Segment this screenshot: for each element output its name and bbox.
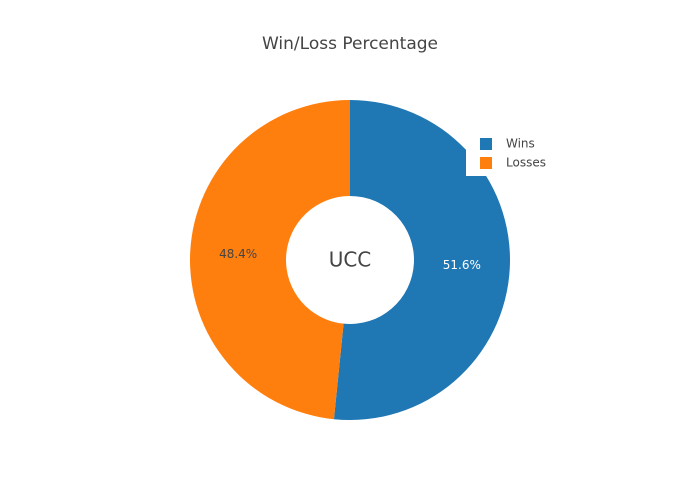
legend-swatch (480, 138, 492, 150)
legend-label: Losses (506, 156, 546, 170)
legend-label: Wins (506, 137, 535, 151)
pie-slice (190, 100, 350, 420)
data-label: 48.4% (219, 247, 257, 261)
legend-swatch (480, 157, 492, 169)
chart-title: Win/Loss Percentage (262, 34, 438, 54)
pie-slice (333, 100, 511, 420)
center-annotation: UCC (329, 248, 372, 272)
data-label: 51.6% (443, 258, 481, 272)
